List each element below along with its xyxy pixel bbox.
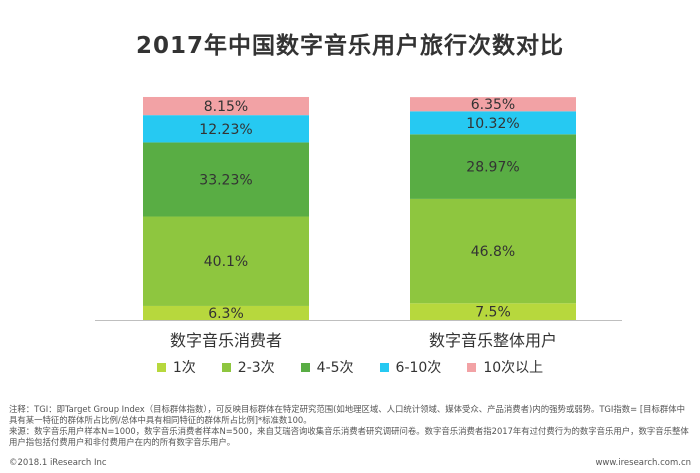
data-label: 12.23% <box>199 122 252 138</box>
copyright: ©2018.1 iResearch Inc <box>9 458 107 468</box>
category-label: 数字音乐整体用户 <box>429 331 557 350</box>
data-label: 6.35% <box>471 97 515 113</box>
bar-segment <box>410 97 576 112</box>
legend-swatch <box>156 362 166 372</box>
bar-segment <box>143 216 309 306</box>
legend-item: 10次以上 <box>467 357 543 377</box>
legend-item: 6-10次 <box>379 357 442 377</box>
website: www.iresearch.com.cn <box>595 458 691 468</box>
data-label: 8.15% <box>204 99 248 115</box>
legend-label: 1次 <box>172 360 196 376</box>
chart-legend: 1次 2-3次 4-5次 6-10次 10次以上 <box>0 357 700 377</box>
legend-label: 2-3次 <box>237 360 275 376</box>
legend-item: 1次 <box>156 357 196 377</box>
bar-segment <box>143 305 309 320</box>
legend-swatch <box>379 362 389 372</box>
legend-item: 2-3次 <box>221 357 275 377</box>
bar-segment <box>410 303 576 320</box>
category-label: 数字音乐消费者 <box>170 331 282 350</box>
footer: ©2018.1 iResearch Inc www.iresearch.com.… <box>9 458 691 468</box>
chart-title: 2017年中国数字音乐用户旅行次数对比 <box>135 33 564 59</box>
data-label: 6.3% <box>208 306 244 322</box>
legend-swatch <box>300 362 310 372</box>
legend-swatch <box>467 362 477 372</box>
data-label: 10.32% <box>466 116 519 132</box>
bar-segment <box>143 142 309 217</box>
data-label: 46.8% <box>471 244 515 260</box>
data-label: 7.5% <box>475 305 511 321</box>
legend-label: 10次以上 <box>483 360 544 376</box>
bar-segment <box>143 115 309 143</box>
data-label: 28.97% <box>466 160 519 176</box>
bar-segment <box>143 96 309 116</box>
bar-segment <box>410 134 576 199</box>
bar-segment <box>410 111 576 135</box>
bar-segment <box>410 198 576 304</box>
note-source: 来源：数字音乐用户样本N=1000，数字音乐消费者样本N=500，来自艾瑞咨询收… <box>9 426 689 447</box>
data-label: 40.1% <box>204 254 248 270</box>
legend-swatch <box>221 362 231 372</box>
legend-item: 4-5次 <box>300 357 354 377</box>
legend-label: 6-10次 <box>395 360 442 376</box>
note-tgi: 注释：TGI：即Target Group Index（目标群体指数），可反映目标… <box>9 404 685 425</box>
notes: 注释：TGI：即Target Group Index（目标群体指数），可反映目标… <box>9 404 691 448</box>
data-label: 33.23% <box>199 172 252 188</box>
legend-label: 4-5次 <box>316 360 354 376</box>
